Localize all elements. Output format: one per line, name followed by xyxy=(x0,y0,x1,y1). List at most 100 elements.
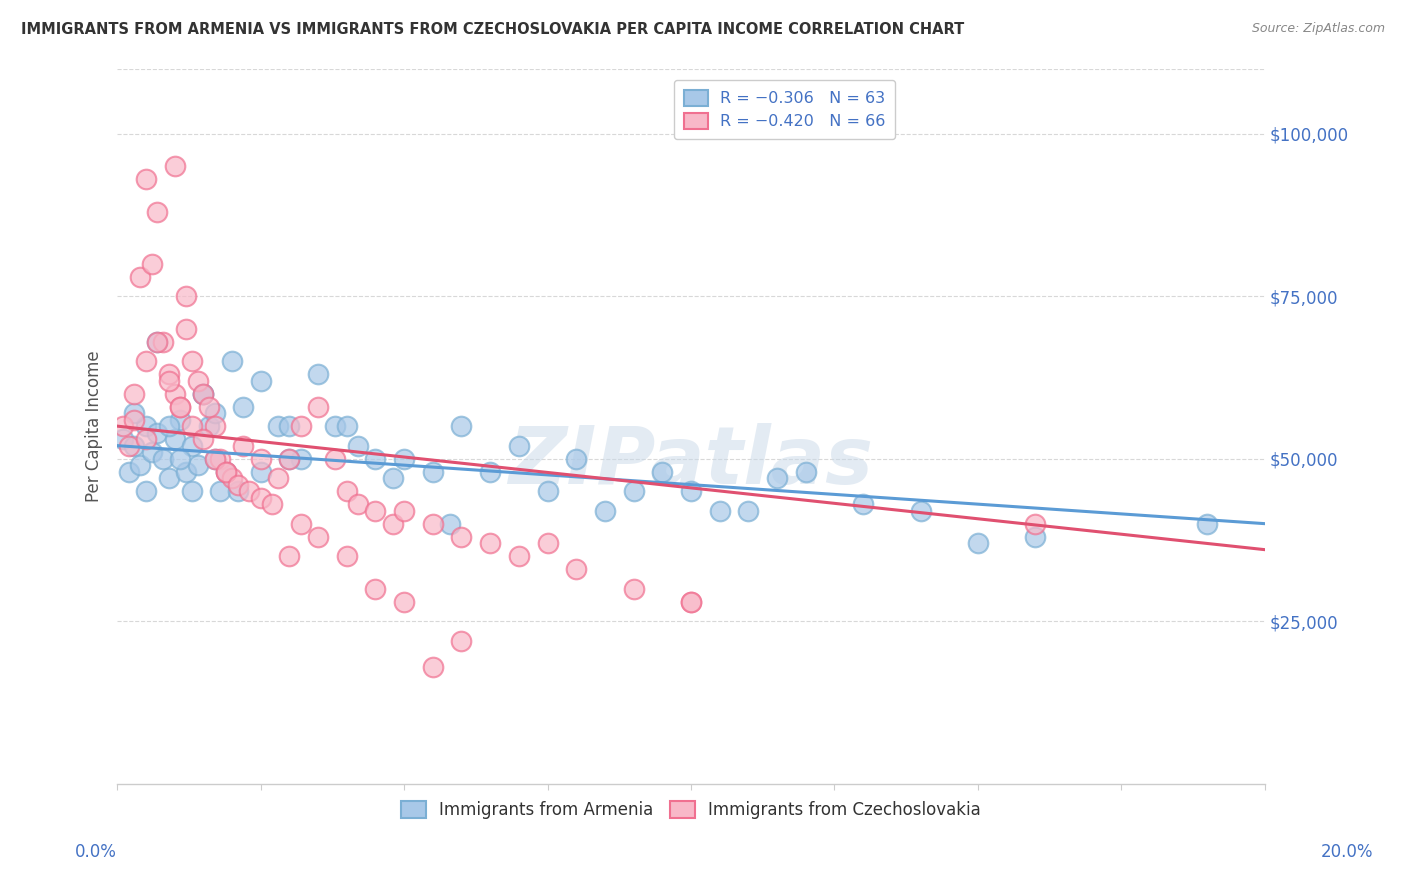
Point xyxy=(794,465,817,479)
Point xyxy=(267,419,290,434)
Text: ZIPatlas: ZIPatlas xyxy=(509,423,873,501)
Point xyxy=(146,334,169,349)
Point xyxy=(910,503,932,517)
Point xyxy=(381,516,404,531)
Point xyxy=(204,451,226,466)
Point xyxy=(709,503,731,517)
Point xyxy=(262,497,284,511)
Point xyxy=(124,412,146,426)
Point xyxy=(118,465,141,479)
Point xyxy=(278,451,301,466)
Point xyxy=(124,386,146,401)
Point xyxy=(565,562,588,576)
Point xyxy=(766,471,789,485)
Point xyxy=(204,406,226,420)
Point xyxy=(422,465,444,479)
Point xyxy=(157,471,180,485)
Point xyxy=(111,419,134,434)
Point xyxy=(249,491,271,505)
Point xyxy=(180,484,202,499)
Point xyxy=(124,406,146,420)
Point xyxy=(450,530,472,544)
Point xyxy=(180,439,202,453)
Point xyxy=(278,419,301,434)
Point xyxy=(623,582,645,596)
Point xyxy=(623,484,645,499)
Point xyxy=(186,458,208,472)
Point xyxy=(307,400,329,414)
Point xyxy=(124,439,146,453)
Point xyxy=(290,419,312,434)
Point xyxy=(135,419,157,434)
Point xyxy=(135,172,157,186)
Point xyxy=(278,549,301,564)
Point xyxy=(364,451,387,466)
Point xyxy=(193,432,215,446)
Point xyxy=(536,484,558,499)
Point xyxy=(180,354,202,368)
Point xyxy=(450,633,472,648)
Point xyxy=(232,439,254,453)
Point xyxy=(651,465,673,479)
Point xyxy=(226,484,249,499)
Point xyxy=(392,503,415,517)
Point xyxy=(157,419,180,434)
Point xyxy=(204,419,226,434)
Point xyxy=(1197,516,1219,531)
Point xyxy=(226,477,249,491)
Point xyxy=(215,465,238,479)
Text: 20.0%: 20.0% xyxy=(1320,843,1374,861)
Point xyxy=(307,367,329,381)
Point xyxy=(163,386,186,401)
Point xyxy=(249,374,271,388)
Point xyxy=(249,465,271,479)
Text: 0.0%: 0.0% xyxy=(75,843,117,861)
Point xyxy=(157,374,180,388)
Legend: Immigrants from Armenia, Immigrants from Czechoslovakia: Immigrants from Armenia, Immigrants from… xyxy=(394,794,988,825)
Point xyxy=(852,497,875,511)
Point xyxy=(336,419,359,434)
Point xyxy=(204,451,226,466)
Point xyxy=(422,516,444,531)
Point xyxy=(135,484,157,499)
Point xyxy=(536,536,558,550)
Point xyxy=(163,159,186,173)
Point xyxy=(152,451,174,466)
Point xyxy=(336,484,359,499)
Point xyxy=(593,503,616,517)
Point xyxy=(174,465,197,479)
Point xyxy=(169,451,191,466)
Point xyxy=(193,386,215,401)
Point xyxy=(129,458,152,472)
Point xyxy=(679,484,702,499)
Point xyxy=(450,419,472,434)
Point xyxy=(422,659,444,673)
Point xyxy=(238,484,260,499)
Point xyxy=(290,451,312,466)
Point xyxy=(221,354,243,368)
Point xyxy=(679,595,702,609)
Point xyxy=(141,445,163,459)
Point xyxy=(186,374,208,388)
Point xyxy=(215,465,238,479)
Point xyxy=(157,367,180,381)
Point xyxy=(169,400,191,414)
Point xyxy=(508,549,530,564)
Point xyxy=(1024,516,1046,531)
Point xyxy=(146,334,169,349)
Point xyxy=(347,439,370,453)
Point xyxy=(193,386,215,401)
Point xyxy=(198,419,221,434)
Point xyxy=(198,400,221,414)
Point xyxy=(118,439,141,453)
Point xyxy=(169,400,191,414)
Text: Source: ZipAtlas.com: Source: ZipAtlas.com xyxy=(1251,22,1385,36)
Point xyxy=(278,451,301,466)
Point xyxy=(232,400,254,414)
Point xyxy=(221,471,243,485)
Point xyxy=(174,321,197,335)
Point xyxy=(169,412,191,426)
Point xyxy=(508,439,530,453)
Point xyxy=(135,432,157,446)
Point xyxy=(163,432,186,446)
